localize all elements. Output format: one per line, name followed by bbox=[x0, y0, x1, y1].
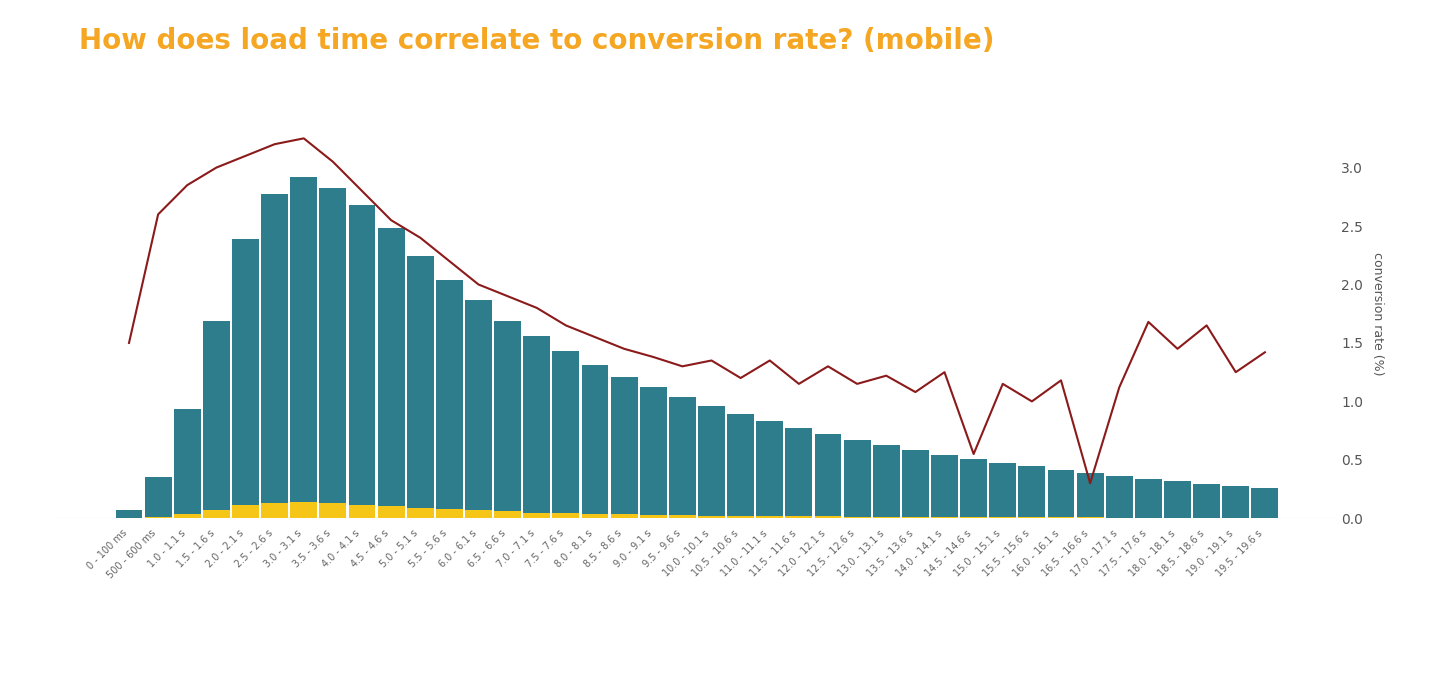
Bar bbox=[378, 506, 405, 518]
Bar bbox=[233, 239, 259, 518]
Bar bbox=[466, 510, 491, 518]
Bar bbox=[902, 450, 928, 518]
Bar bbox=[815, 516, 842, 518]
Bar bbox=[1106, 476, 1132, 518]
Bar bbox=[115, 510, 142, 518]
Bar bbox=[989, 463, 1016, 518]
Bar bbox=[872, 445, 900, 518]
Bar bbox=[1076, 473, 1104, 518]
Bar bbox=[552, 351, 579, 518]
Bar bbox=[435, 509, 463, 518]
Bar bbox=[145, 477, 171, 518]
Bar bbox=[203, 510, 230, 518]
Bar bbox=[989, 517, 1016, 518]
Bar bbox=[319, 188, 346, 518]
Bar bbox=[523, 513, 550, 518]
Bar bbox=[262, 194, 287, 518]
Bar bbox=[349, 505, 375, 518]
Bar bbox=[756, 516, 783, 518]
Bar bbox=[145, 517, 171, 518]
Bar bbox=[611, 376, 638, 518]
Bar bbox=[1164, 481, 1191, 518]
Bar bbox=[1252, 488, 1279, 518]
Bar bbox=[466, 300, 491, 518]
Bar bbox=[582, 514, 608, 518]
Bar bbox=[349, 205, 375, 518]
Y-axis label: conversion rate (%): conversion rate (%) bbox=[1371, 252, 1384, 376]
Bar bbox=[1193, 484, 1220, 518]
Bar bbox=[378, 228, 405, 518]
Bar bbox=[1019, 517, 1045, 518]
Bar bbox=[639, 515, 667, 518]
Bar bbox=[872, 517, 900, 518]
Text: How does load time correlate to conversion rate? (mobile): How does load time correlate to conversi… bbox=[79, 27, 994, 55]
Bar bbox=[786, 428, 812, 518]
Bar bbox=[1135, 479, 1161, 518]
Bar bbox=[727, 516, 754, 518]
Bar bbox=[494, 321, 522, 518]
Bar bbox=[407, 256, 434, 518]
Bar bbox=[756, 421, 783, 518]
Bar bbox=[494, 512, 522, 518]
Bar bbox=[960, 517, 987, 518]
Bar bbox=[611, 514, 638, 518]
Bar bbox=[786, 516, 812, 518]
Bar bbox=[582, 365, 608, 518]
Bar bbox=[203, 321, 230, 518]
Bar bbox=[931, 454, 958, 518]
Bar bbox=[290, 502, 318, 518]
Bar bbox=[319, 503, 346, 518]
Bar bbox=[262, 503, 287, 518]
Bar bbox=[960, 459, 987, 518]
Bar bbox=[902, 517, 928, 518]
Bar bbox=[523, 336, 550, 518]
Bar bbox=[639, 387, 667, 518]
Bar bbox=[174, 409, 201, 518]
Bar bbox=[670, 516, 696, 518]
Bar bbox=[435, 280, 463, 518]
Bar bbox=[815, 434, 842, 518]
Bar bbox=[290, 177, 318, 518]
Bar bbox=[1019, 466, 1045, 518]
Bar bbox=[727, 414, 754, 518]
Bar bbox=[931, 517, 958, 518]
Bar bbox=[1048, 470, 1075, 518]
Bar bbox=[844, 516, 871, 518]
Bar bbox=[407, 507, 434, 518]
Bar bbox=[844, 440, 871, 518]
Bar bbox=[698, 516, 724, 518]
Bar bbox=[233, 505, 259, 518]
Bar bbox=[698, 406, 724, 518]
Bar bbox=[174, 514, 201, 518]
Bar bbox=[1223, 486, 1249, 518]
Bar bbox=[552, 513, 579, 518]
Bar bbox=[670, 397, 696, 518]
